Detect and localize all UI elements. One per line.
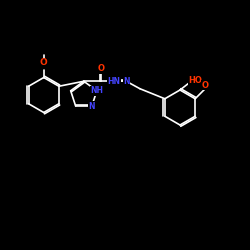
Text: O: O <box>40 58 48 67</box>
Text: HN: HN <box>107 77 120 86</box>
Text: O: O <box>202 80 209 90</box>
Text: N: N <box>123 77 130 86</box>
Text: O: O <box>98 64 105 73</box>
Text: N: N <box>88 102 95 110</box>
Text: HO: HO <box>188 76 202 84</box>
Text: O: O <box>40 59 47 68</box>
Text: NH: NH <box>90 86 103 95</box>
